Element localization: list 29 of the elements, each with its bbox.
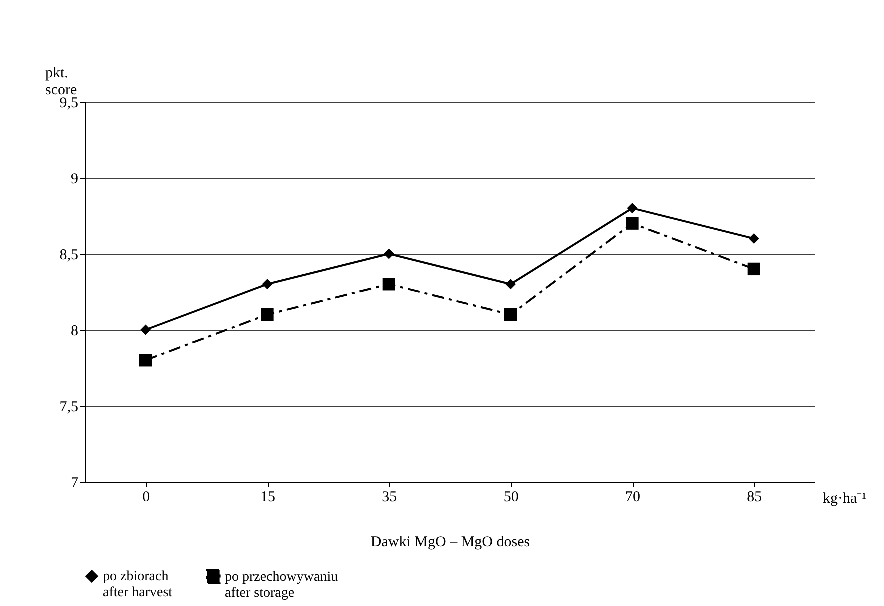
legend-label: po zbiorach after harvest <box>103 570 173 600</box>
point <box>261 308 274 322</box>
x-axis-title: Dawki MgO – MgO doses <box>370 534 530 550</box>
point <box>384 248 394 260</box>
point <box>627 203 638 214</box>
point <box>262 279 273 290</box>
text: kg·ha⁻¹ <box>823 491 867 507</box>
x-tick-label: 15 <box>260 490 276 506</box>
point <box>140 354 152 367</box>
x-tick-label: 85 <box>747 490 762 506</box>
y-tick-label: 7,5 <box>60 400 78 416</box>
y-tick-label: 8 <box>71 324 78 340</box>
point <box>748 262 760 276</box>
x-tick-label: 35 <box>382 490 398 506</box>
point <box>506 279 516 290</box>
y-tick-label: 7 <box>71 476 79 492</box>
point <box>504 308 518 322</box>
y-tick-label: 9 <box>71 172 78 188</box>
x-tick-label: 50 <box>504 490 519 506</box>
point <box>382 278 396 291</box>
point <box>626 217 639 230</box>
y-axis-title: pkt. score <box>46 66 78 98</box>
x-tick-label: 0 <box>142 490 150 506</box>
legend-label: po przechowywaniu after storage <box>225 570 338 601</box>
y-tick-label: 8,5 <box>60 248 78 264</box>
y-tick-label: 9,5 <box>60 96 78 112</box>
point <box>748 234 760 244</box>
point <box>140 324 152 336</box>
x-tick-label: 70 <box>626 490 640 506</box>
